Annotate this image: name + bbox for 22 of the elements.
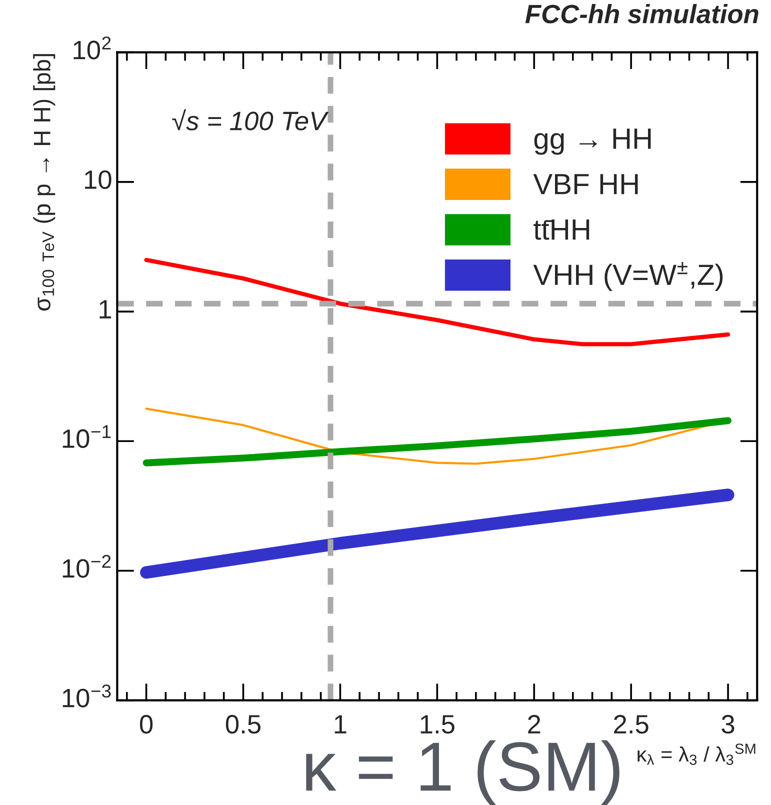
x-tick-label: 1 — [334, 715, 346, 734]
y-tick-label: 10$^{−2}$ — [62, 554, 111, 578]
x-tick-label: 3 — [722, 714, 734, 734]
x-tick-label: 1.5 — [420, 715, 454, 734]
x-tick-label: 0 — [140, 714, 153, 734]
y-tick-label: 1 — [100, 300, 112, 318]
x-tick-label: 0.5 — [226, 714, 260, 734]
legend-label: VBF HH — [533, 174, 638, 194]
chart-title: FCC-hh simulation — [525, 4, 758, 24]
legend-label: tt̄HH — [534, 220, 590, 240]
x-axis-title: κ$_{λ}$ = λ$_{3}$ / λ$_{3}$$^{SM}$ — [638, 744, 756, 765]
legend-label: gg → HH — [534, 128, 651, 155]
y-tick-label: 10$^{−1}$ — [62, 425, 111, 448]
legend-label: VHH (V=W$^{±}$,Z) — [533, 262, 723, 291]
x-tick-label: 2.5 — [614, 714, 648, 734]
annotation: √s = 100 TeV — [172, 109, 329, 130]
x-tick-label: 2 — [528, 714, 540, 734]
y-axis-title: σ$_{100 TeV}$ (p p → H H) [pb] — [33, 54, 56, 311]
text: κ = 1 (SM) — [306, 740, 620, 805]
y-tick-label: 10 — [84, 170, 112, 190]
y-tick-label: 10$^{2}$ — [74, 36, 111, 60]
y-tick-label: 10$^{−3}$ — [62, 684, 111, 708]
